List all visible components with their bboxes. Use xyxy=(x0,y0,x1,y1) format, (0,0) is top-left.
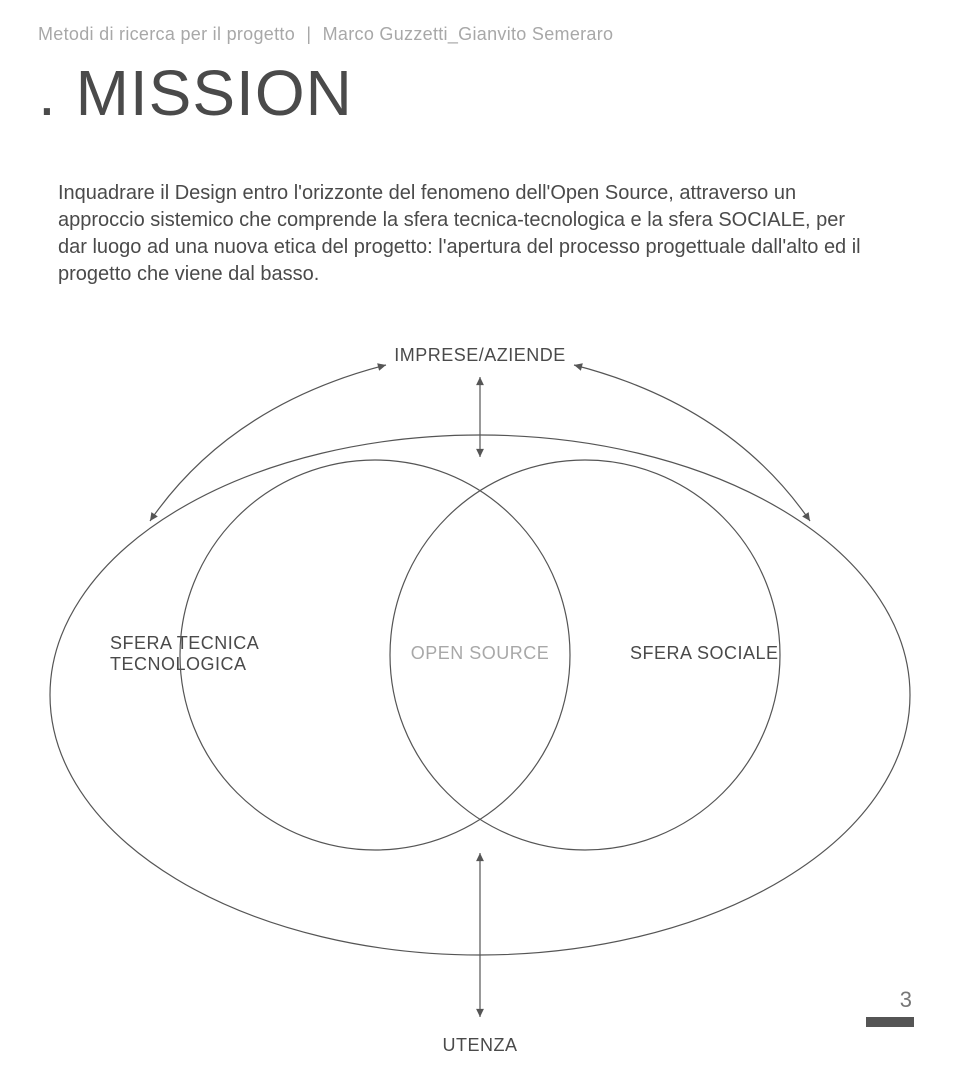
venn-diagram: IMPRESE/AZIENDE SFERA TECNICA TECNOLOGIC… xyxy=(30,345,930,1045)
title-text: MISSION xyxy=(76,57,353,129)
header-right: Marco Guzzetti_Gianvito Semeraro xyxy=(323,24,614,44)
diagram-svg xyxy=(30,345,930,1065)
body-paragraph: Inquadrare il Design entro l'orizzonte d… xyxy=(58,180,878,288)
title-prefix: . xyxy=(38,57,57,129)
header-left: Metodi di ricerca per il progetto xyxy=(38,24,295,44)
page-number: 3 xyxy=(900,987,912,1013)
header-divider: | xyxy=(306,24,311,44)
page-number-bar xyxy=(866,1017,914,1027)
page-title: . MISSION xyxy=(38,56,353,130)
header-line: Metodi di ricerca per il progetto | Marc… xyxy=(38,24,613,45)
